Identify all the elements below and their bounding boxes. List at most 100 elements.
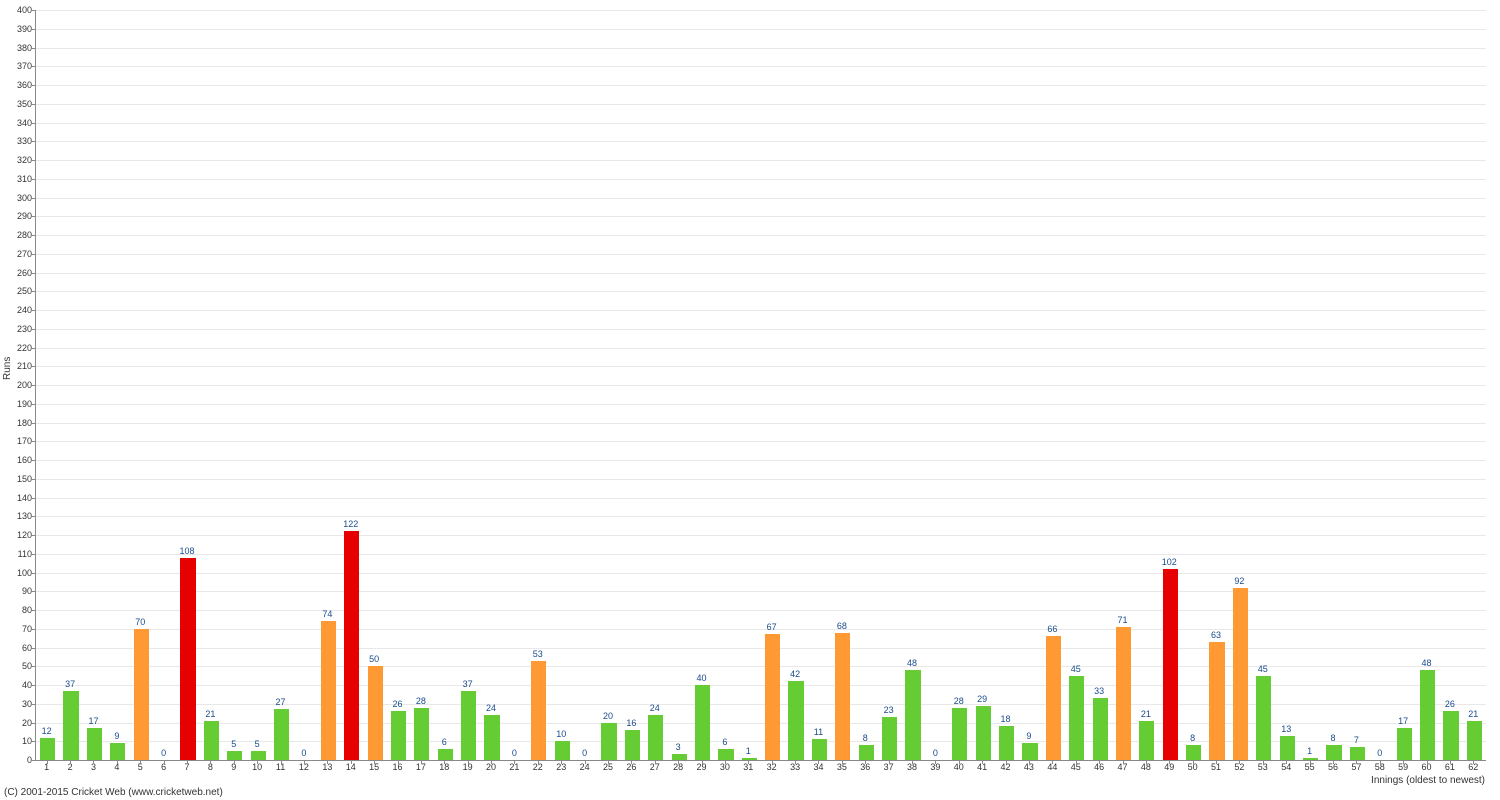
bar: [648, 715, 663, 760]
y-tick-label: 90: [4, 586, 32, 596]
gridline: [36, 554, 1486, 555]
bar-value-label: 29: [977, 694, 987, 704]
y-tick-mark: [31, 235, 35, 236]
gridline: [36, 310, 1486, 311]
x-tick-mark: [514, 760, 515, 764]
gridline: [36, 441, 1486, 442]
y-tick-mark: [31, 648, 35, 649]
x-tick-mark: [959, 760, 960, 764]
gridline: [36, 385, 1486, 386]
x-tick-mark: [1076, 760, 1077, 764]
bar-value-label: 20: [603, 711, 613, 721]
gridline: [36, 404, 1486, 405]
bar: [391, 711, 406, 760]
bar: [344, 531, 359, 760]
bar-value-label: 8: [1330, 733, 1335, 743]
bar-value-label: 66: [1047, 624, 1057, 634]
bar-value-label: 50: [369, 654, 379, 664]
gridline: [36, 629, 1486, 630]
gridline: [36, 573, 1486, 574]
gridline: [36, 29, 1486, 30]
bar-value-label: 28: [954, 696, 964, 706]
gridline: [36, 423, 1486, 424]
gridline: [36, 666, 1486, 667]
x-tick-mark: [47, 760, 48, 764]
gridline: [36, 366, 1486, 367]
bar-value-label: 102: [1162, 557, 1177, 567]
x-tick-mark: [257, 760, 258, 764]
gridline: [36, 216, 1486, 217]
y-tick-label: 180: [4, 418, 32, 428]
y-tick-mark: [31, 516, 35, 517]
x-tick-mark: [842, 760, 843, 764]
x-tick-mark: [1006, 760, 1007, 764]
y-tick-label: 190: [4, 399, 32, 409]
bar: [1467, 721, 1482, 760]
y-tick-label: 390: [4, 24, 32, 34]
bar: [601, 723, 616, 761]
bar: [251, 751, 266, 760]
bar: [835, 633, 850, 761]
gridline: [36, 85, 1486, 86]
gridline: [36, 479, 1486, 480]
x-tick-mark: [725, 760, 726, 764]
y-tick-mark: [31, 610, 35, 611]
y-tick-mark: [31, 423, 35, 424]
y-tick-mark: [31, 329, 35, 330]
y-tick-label: 360: [4, 80, 32, 90]
x-tick-mark: [655, 760, 656, 764]
bar-value-label: 0: [933, 748, 938, 758]
gridline: [36, 48, 1486, 49]
bar: [1093, 698, 1108, 760]
chart-container: Runs Innings (oldest to newest) (C) 2001…: [0, 0, 1500, 800]
copyright-text: (C) 2001-2015 Cricket Web (www.cricketwe…: [4, 787, 223, 798]
y-tick-label: 200: [4, 380, 32, 390]
x-tick-mark: [1356, 760, 1357, 764]
y-tick-label: 340: [4, 118, 32, 128]
x-tick-mark: [468, 760, 469, 764]
y-tick-label: 20: [4, 718, 32, 728]
bar-value-label: 63: [1211, 630, 1221, 640]
x-tick-mark: [795, 760, 796, 764]
y-tick-mark: [31, 179, 35, 180]
y-tick-label: 80: [4, 605, 32, 615]
x-tick-mark: [304, 760, 305, 764]
y-tick-label: 110: [4, 549, 32, 559]
gridline: [36, 254, 1486, 255]
x-tick-mark: [1286, 760, 1287, 764]
y-tick-label: 10: [4, 736, 32, 746]
y-tick-mark: [31, 66, 35, 67]
y-tick-label: 320: [4, 155, 32, 165]
y-tick-mark: [31, 366, 35, 367]
bar: [414, 708, 429, 761]
gridline: [36, 104, 1486, 105]
bar: [882, 717, 897, 760]
bar: [134, 629, 149, 760]
bar-value-label: 68: [837, 621, 847, 631]
y-tick-label: 130: [4, 511, 32, 521]
bar-value-label: 24: [650, 703, 660, 713]
bar: [1443, 711, 1458, 760]
bar: [227, 751, 242, 760]
y-tick-label: 230: [4, 324, 32, 334]
x-tick-mark: [1310, 760, 1311, 764]
bar: [461, 691, 476, 760]
y-tick-mark: [31, 10, 35, 11]
x-tick-mark: [1450, 760, 1451, 764]
gridline: [36, 329, 1486, 330]
x-tick-mark: [702, 760, 703, 764]
y-tick-label: 60: [4, 643, 32, 653]
y-tick-label: 330: [4, 136, 32, 146]
x-tick-mark: [421, 760, 422, 764]
gridline: [36, 498, 1486, 499]
bar-value-label: 92: [1234, 576, 1244, 586]
y-tick-mark: [31, 498, 35, 499]
bar: [788, 681, 803, 760]
bar: [742, 758, 757, 760]
y-tick-mark: [31, 291, 35, 292]
y-tick-label: 290: [4, 211, 32, 221]
bar: [952, 708, 967, 761]
bar: [368, 666, 383, 760]
bar-value-label: 1: [1307, 746, 1312, 756]
y-tick-label: 150: [4, 474, 32, 484]
